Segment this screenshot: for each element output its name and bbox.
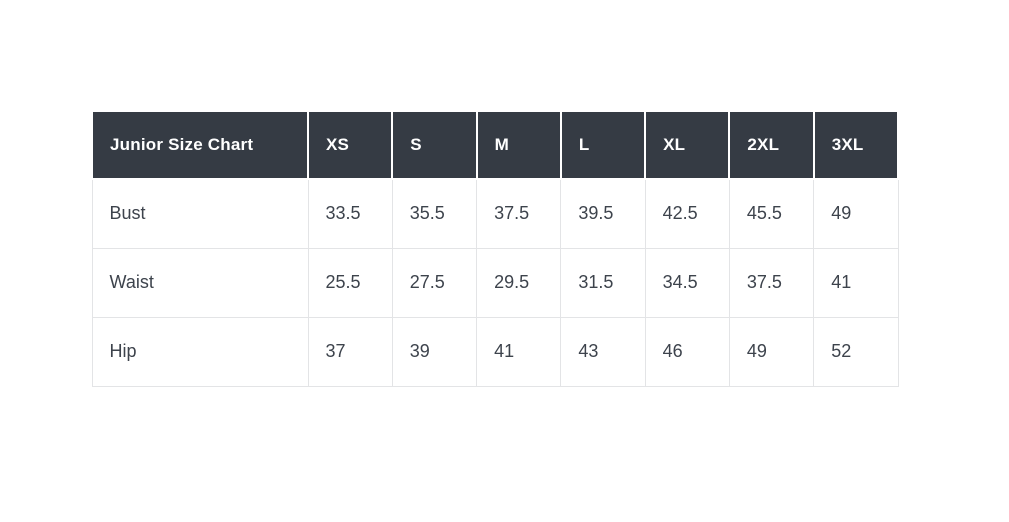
cell-bust-m: 37.5 — [476, 178, 562, 249]
cell-hip-s: 39 — [391, 316, 478, 387]
col-header-l: L — [559, 110, 647, 180]
cell-bust-xs: 33.5 — [307, 178, 393, 249]
row-label-waist: Waist — [91, 247, 309, 318]
cell-bust-s: 35.5 — [391, 178, 478, 249]
table-title: Junior Size Chart — [91, 110, 309, 180]
table-row-waist: Waist 25.5 27.5 29.5 31.5 34.5 37.5 41 — [91, 247, 899, 318]
cell-hip-l: 43 — [560, 316, 646, 387]
cell-waist-m: 29.5 — [476, 247, 562, 318]
junior-size-chart-table: Junior Size Chart XS S M L XL 2XL 3XL Bu… — [91, 110, 900, 387]
cell-hip-2xl: 49 — [728, 316, 815, 387]
cell-waist-xs: 25.5 — [307, 247, 393, 318]
cell-waist-3xl: 41 — [813, 247, 899, 318]
cell-hip-xl: 46 — [644, 316, 730, 387]
col-header-3xl: 3XL — [812, 110, 900, 180]
cell-waist-l: 31.5 — [560, 247, 646, 318]
col-header-xs: XS — [306, 110, 394, 180]
col-header-m: M — [475, 110, 562, 180]
row-label-hip: Hip — [91, 316, 309, 387]
cell-hip-3xl: 52 — [813, 316, 899, 387]
table-row-bust: Bust 33.5 35.5 37.5 39.5 42.5 45.5 49 — [91, 178, 899, 249]
cell-bust-l: 39.5 — [560, 178, 646, 249]
col-header-s: S — [391, 110, 478, 180]
cell-bust-xl: 42.5 — [644, 178, 730, 249]
cell-hip-m: 41 — [476, 316, 562, 387]
col-header-2xl: 2XL — [728, 110, 815, 180]
cell-bust-2xl: 45.5 — [728, 178, 815, 249]
cell-waist-s: 27.5 — [391, 247, 478, 318]
header-row: Junior Size Chart XS S M L XL 2XL 3XL — [91, 110, 900, 180]
cell-waist-xl: 34.5 — [644, 247, 730, 318]
table-row-hip: Hip 37 39 41 43 46 49 52 — [91, 316, 899, 387]
cell-bust-3xl: 49 — [813, 178, 899, 249]
cell-hip-xs: 37 — [307, 316, 393, 387]
row-label-bust: Bust — [91, 178, 309, 249]
cell-waist-2xl: 37.5 — [728, 247, 815, 318]
col-header-xl: XL — [644, 110, 731, 180]
